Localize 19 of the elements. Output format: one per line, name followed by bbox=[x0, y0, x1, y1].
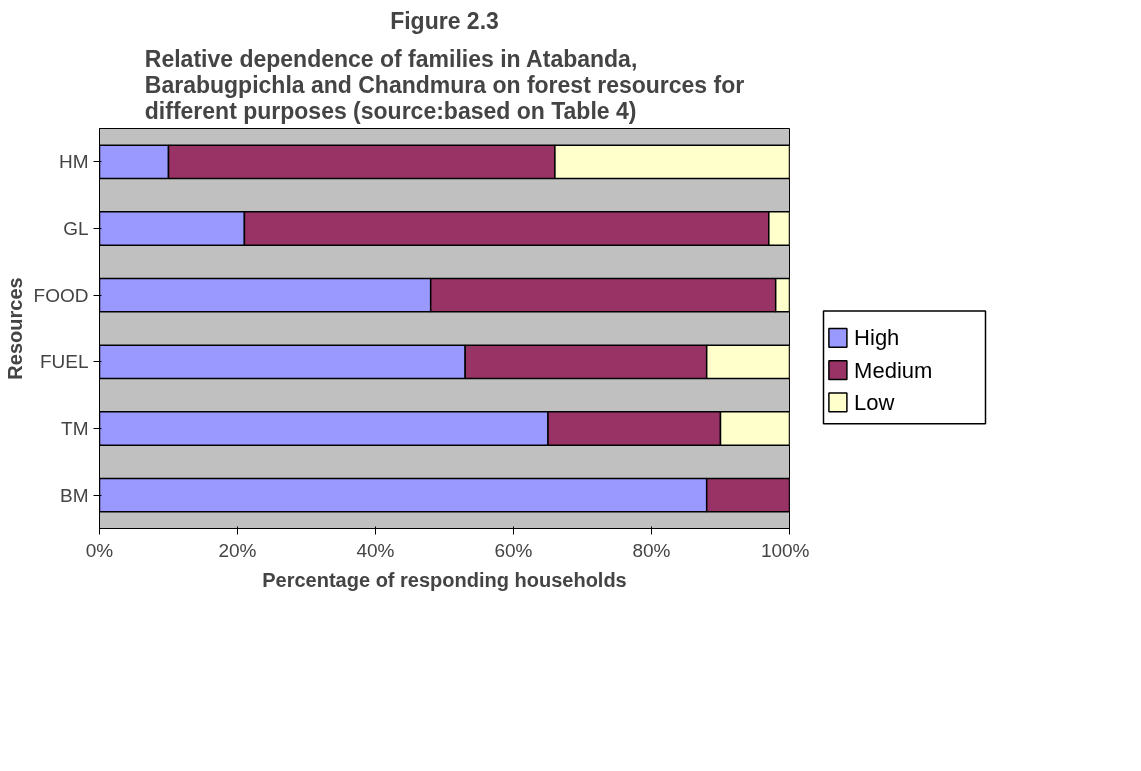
x-tick-label: 40% bbox=[356, 539, 395, 561]
x-tick-label: 80% bbox=[632, 539, 671, 561]
y-tick-label: HM bbox=[58, 151, 89, 173]
chart-subtitle: Relative dependence of families in Atabanda, Barabugpichla and Chandmura on forest resources for different purposes (source:based on Table 4) bbox=[144, 45, 745, 124]
y-axis-title: Resources bbox=[3, 277, 26, 380]
chart-title: Figure 2.3 bbox=[390, 7, 499, 34]
y-tick-label: TM bbox=[61, 418, 89, 439]
legend-label: Low bbox=[854, 389, 895, 415]
y-tick-label: FOOD bbox=[33, 284, 89, 306]
x-axis-title: Percentage of responding households bbox=[262, 568, 627, 591]
x-tick-label: 60% bbox=[494, 539, 533, 561]
x-tick-label: 100% bbox=[760, 539, 810, 561]
y-tick-label: GL bbox=[63, 218, 89, 239]
x-tick-label: 0% bbox=[85, 539, 114, 561]
x-tick-label: 20% bbox=[218, 539, 257, 561]
legend-label: Medium bbox=[854, 357, 933, 383]
y-tick-label: BM bbox=[60, 484, 89, 506]
legend-label: High bbox=[854, 325, 900, 351]
y-tick-label: FUEL bbox=[39, 351, 89, 373]
